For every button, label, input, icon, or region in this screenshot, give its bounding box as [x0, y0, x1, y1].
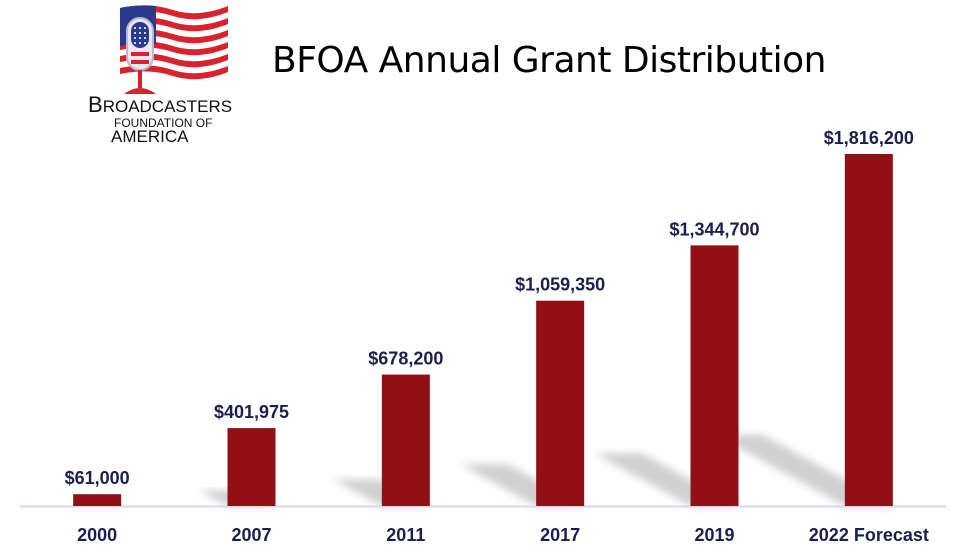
logo-line1: BROADCASTERS — [88, 92, 232, 117]
bar-shadows — [68, 434, 893, 506]
category-label: 2007 — [231, 525, 271, 545]
bfoa-logo: BROADCASTERS FOUNDATION OF AMERICA — [88, 5, 232, 145]
category-label: 2017 — [540, 525, 580, 545]
bar-2011 — [381, 374, 430, 506]
category-labels: 2000 2007 2011 2017 2019 2022 Forecast — [77, 525, 929, 545]
data-label: $401,975 — [214, 402, 289, 422]
category-label: 2000 — [77, 525, 117, 545]
logo-line2: FOUNDATION OF — [114, 116, 212, 130]
category-label: 2019 — [694, 525, 734, 545]
bar-2007 — [227, 428, 276, 506]
data-label: $678,200 — [368, 349, 443, 369]
bar-2019 — [690, 245, 739, 506]
data-label: $1,344,700 — [669, 219, 759, 239]
chart-title: BFOA Annual Grant Distribution — [272, 40, 826, 81]
data-label: $61,000 — [65, 468, 130, 488]
flag-microphone-icon — [120, 5, 228, 94]
data-labels: $61,000 $401,975 $678,200 $1,059,350 $1,344,… — [65, 128, 914, 488]
category-label: 2011 — [386, 525, 425, 545]
bar-2022-forecast — [844, 154, 893, 506]
logo-line3: AMERICA — [111, 127, 189, 145]
category-label: 2022 Forecast — [809, 525, 929, 545]
data-label: $1,816,200 — [824, 128, 914, 148]
bar-2000 — [73, 494, 122, 506]
data-label: $1,059,350 — [515, 275, 605, 295]
bars — [73, 154, 893, 506]
bar-2017 — [536, 300, 585, 506]
